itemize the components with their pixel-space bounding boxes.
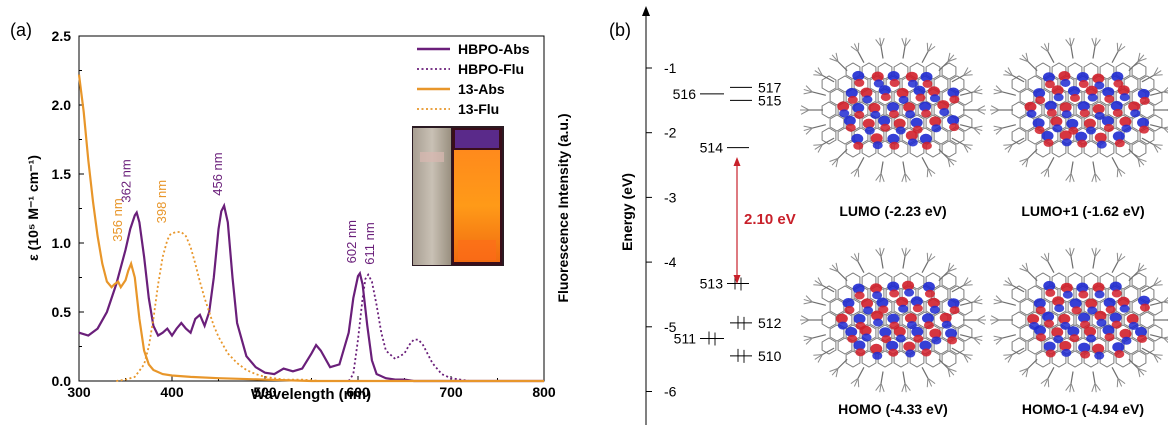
x-tick-label: 600 <box>346 384 370 400</box>
orbital-level-label: 510 <box>758 348 782 364</box>
y-axis-ticks: 0.0 0.5 1.0 1.5 2.0 2.5 <box>52 28 84 389</box>
series-lines <box>77 74 544 383</box>
peak-annotation: 398 nm <box>154 180 169 223</box>
y-tick-label: 2.0 <box>52 97 72 113</box>
x-tick-label: 700 <box>439 384 463 400</box>
legend-label: HBPO-Flu <box>458 61 524 77</box>
energy-axis-label: Energy (eV) <box>619 173 635 251</box>
legend-label: 13-Flu <box>458 101 499 117</box>
series-hbpo-abs <box>78 202 544 383</box>
gap-label: 2.10 eV <box>744 211 796 228</box>
energy-tick-label: -5 <box>664 319 677 335</box>
orbital-levels: 517 516 515 514 513 512 511 510 <box>673 79 782 364</box>
legend-label: 13-Abs <box>458 81 505 97</box>
orbital-level-label: 511 <box>674 330 697 346</box>
orbital-level-label: 517 <box>758 79 782 95</box>
legend: HBPO-Abs HBPO-Flu 13-Abs 13-Flu <box>417 41 530 117</box>
orbital-picture <box>990 247 1168 393</box>
energy-axis-arrow-icon <box>642 6 650 16</box>
energy-tick-label: -2 <box>664 125 677 141</box>
energy-tick-label: -6 <box>664 384 677 400</box>
panel-b-label: (b) <box>609 20 631 40</box>
y-tick-label: 1.0 <box>52 235 72 251</box>
energy-tick-label: -1 <box>664 60 677 76</box>
orbital-picture <box>990 37 1168 183</box>
orbital-picture <box>800 247 986 393</box>
x-tick-label: 500 <box>253 384 277 400</box>
y-tick-label: 0.0 <box>52 373 72 389</box>
orbital-level-label: 512 <box>758 315 782 331</box>
gap-arrow-down-icon <box>733 275 741 284</box>
peak-annotation: 602 nm <box>344 220 359 263</box>
orbital-label-lumo: LUMO (-2.23 eV) <box>839 203 946 219</box>
x-axis-label: Wavelength (nm) <box>251 386 371 403</box>
y-axis-label-right: Fluorescence Intensity (a.u.) <box>555 113 571 302</box>
y-axis-label: ε (10⁵ M⁻¹ cm⁻¹) <box>25 155 41 261</box>
legend-label: HBPO-Abs <box>458 41 530 57</box>
peak-annotation: 356 nm <box>110 198 125 241</box>
x-tick-label: 800 <box>532 384 556 400</box>
orbital-label-lumo-plus-1: LUMO+1 (-1.62 eV) <box>1021 203 1144 219</box>
x-tick-label: 300 <box>67 384 91 400</box>
peak-annotation: 362 nm <box>119 159 134 202</box>
energy-ticks: -1 -2 -3 -4 -5 -6 <box>646 60 677 400</box>
series-hbpo-flu <box>347 272 544 382</box>
orbital-label-homo-minus-1: HOMO-1 (-4.94 eV) <box>1022 401 1144 417</box>
y-tick-label: 1.5 <box>52 166 72 182</box>
energy-diagram: -1 -2 -3 -4 -5 -6 Energy (eV) 517 516 515 514 513… <box>619 6 1168 425</box>
orbital-level-label: 513 <box>700 275 724 291</box>
orbital-level-label: 515 <box>758 92 782 108</box>
series-13-flu <box>116 231 340 382</box>
orbital-level-label: 516 <box>673 86 697 102</box>
orbital-pictures <box>800 37 1168 393</box>
orbital-label-homo: HOMO (-4.33 eV) <box>838 401 948 417</box>
y-tick-label: 0.5 <box>52 304 72 320</box>
energy-tick-label: -4 <box>664 254 677 270</box>
energy-tick-label: -3 <box>664 189 677 205</box>
peak-annotation: 611 nm <box>362 222 377 264</box>
x-tick-label: 400 <box>160 384 184 400</box>
cuvette-photo <box>412 126 504 266</box>
gap-arrow-up-icon <box>733 157 741 166</box>
orbital-picture <box>800 37 986 183</box>
y-tick-label: 2.5 <box>52 28 72 44</box>
panel-a-label: (a) <box>10 20 32 40</box>
peak-annotation: 456 nm <box>210 152 225 195</box>
orbital-level-label: 514 <box>700 140 724 156</box>
spectra-chart: 300 400 500 600 700 800 0.0 0.5 1.0 1.5 2.0 2.5 Wa… <box>25 28 571 403</box>
